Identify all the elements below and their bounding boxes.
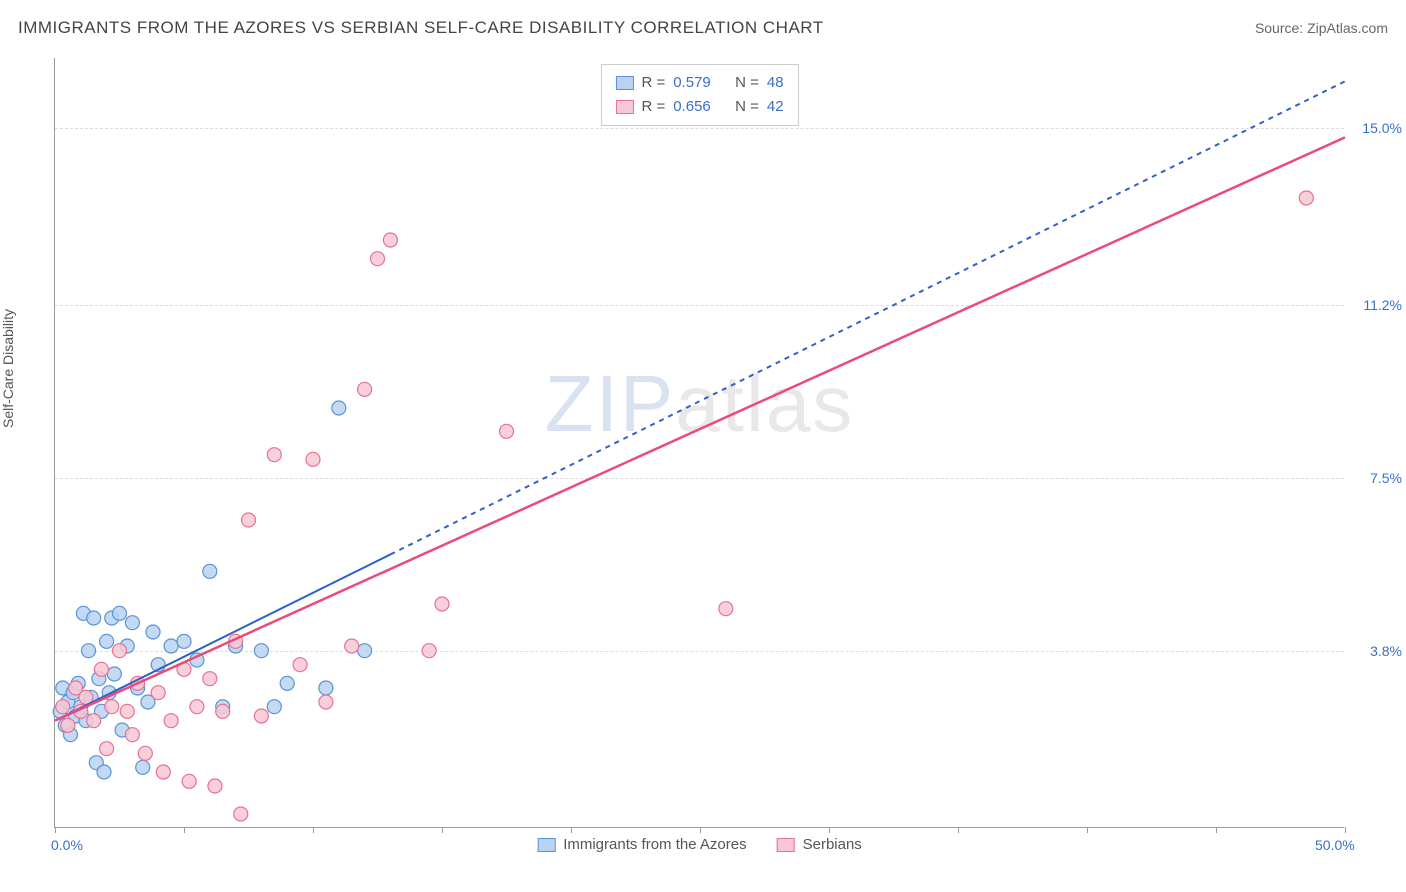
source-label: Source: ZipAtlas.com — [1255, 20, 1388, 36]
scatter-point-serbians — [267, 448, 281, 462]
scatter-point-serbians — [422, 644, 436, 658]
scatter-point-serbians — [56, 700, 70, 714]
scatter-point-serbians — [254, 709, 268, 723]
scatter-point-serbians — [87, 714, 101, 728]
x-tick — [571, 827, 572, 833]
scatter-point-serbians — [358, 382, 372, 396]
x-tick — [442, 827, 443, 833]
scatter-point-azores — [107, 667, 121, 681]
scatter-point-serbians — [242, 513, 256, 527]
scatter-point-serbians — [216, 704, 230, 718]
x-tick — [700, 827, 701, 833]
scatter-point-serbians — [319, 695, 333, 709]
scatter-point-serbians — [234, 807, 248, 821]
scatter-point-azores — [113, 606, 127, 620]
plot-svg — [55, 58, 1344, 827]
x-tick — [184, 827, 185, 833]
scatter-point-azores — [100, 634, 114, 648]
chart-plot-area: ZIPatlas R = 0.579 N = 48 R = 0.656 N = … — [54, 58, 1344, 828]
scatter-point-serbians — [203, 672, 217, 686]
scatter-point-serbians — [100, 742, 114, 756]
x-tick — [1087, 827, 1088, 833]
scatter-point-serbians — [719, 602, 733, 616]
scatter-point-serbians — [306, 452, 320, 466]
scatter-point-serbians — [120, 704, 134, 718]
legend-label-serbians: Serbians — [803, 836, 862, 853]
r-label: R = — [641, 71, 665, 95]
legend-stats-row-azores: R = 0.579 N = 48 — [615, 71, 783, 95]
y-tick-label: 3.8% — [1370, 643, 1402, 659]
scatter-point-azores — [203, 564, 217, 578]
r-value-serbians: 0.656 — [673, 95, 711, 119]
scatter-point-serbians — [345, 639, 359, 653]
legend-stats-row-serbians: R = 0.656 N = 42 — [615, 95, 783, 119]
scatter-point-azores — [177, 634, 191, 648]
x-tick — [313, 827, 314, 833]
scatter-point-serbians — [164, 714, 178, 728]
scatter-point-azores — [136, 760, 150, 774]
legend-item-azores: Immigrants from the Azores — [537, 836, 746, 853]
trend-line-ext-azores — [390, 81, 1345, 554]
scatter-point-serbians — [105, 700, 119, 714]
scatter-point-azores — [125, 616, 139, 630]
scatter-point-azores — [146, 625, 160, 639]
legend-stats-box: R = 0.579 N = 48 R = 0.656 N = 42 — [600, 64, 798, 126]
legend-label-azores: Immigrants from the Azores — [563, 836, 746, 853]
scatter-point-serbians — [1299, 191, 1313, 205]
x-tick — [1216, 827, 1217, 833]
scatter-point-serbians — [293, 658, 307, 672]
swatch-serbians — [777, 838, 795, 852]
y-tick-label: 15.0% — [1362, 120, 1402, 136]
scatter-point-azores — [358, 644, 372, 658]
scatter-point-serbians — [208, 779, 222, 793]
scatter-point-azores — [97, 765, 111, 779]
x-tick-label: 0.0% — [51, 837, 83, 853]
scatter-point-serbians — [156, 765, 170, 779]
scatter-point-serbians — [113, 644, 127, 658]
scatter-point-serbians — [500, 424, 514, 438]
swatch-azores — [537, 838, 555, 852]
scatter-point-serbians — [182, 774, 196, 788]
r-value-azores: 0.579 — [673, 71, 711, 95]
scatter-point-azores — [254, 644, 268, 658]
n-label: N = — [735, 71, 759, 95]
title-bar: IMMIGRANTS FROM THE AZORES VS SERBIAN SE… — [18, 18, 1388, 38]
scatter-point-azores — [87, 611, 101, 625]
swatch-serbians — [615, 100, 633, 114]
scatter-point-serbians — [125, 728, 139, 742]
scatter-point-azores — [164, 639, 178, 653]
scatter-point-serbians — [435, 597, 449, 611]
scatter-point-serbians — [383, 233, 397, 247]
trend-line-serbians — [55, 137, 1345, 720]
x-tick — [958, 827, 959, 833]
legend-bottom: Immigrants from the Azores Serbians — [537, 836, 862, 853]
x-tick — [55, 827, 56, 833]
scatter-point-azores — [332, 401, 346, 415]
n-value-azores: 48 — [767, 71, 784, 95]
scatter-point-azores — [267, 700, 281, 714]
scatter-point-serbians — [371, 252, 385, 266]
y-axis-label: Self-Care Disability — [0, 309, 16, 428]
legend-item-serbians: Serbians — [777, 836, 862, 853]
x-tick-label: 50.0% — [1315, 837, 1355, 853]
y-tick-label: 11.2% — [1363, 297, 1402, 313]
x-tick — [1345, 827, 1346, 833]
scatter-point-serbians — [151, 686, 165, 700]
r-label: R = — [641, 95, 665, 119]
scatter-point-azores — [82, 644, 96, 658]
scatter-point-serbians — [190, 700, 204, 714]
scatter-point-azores — [319, 681, 333, 695]
scatter-point-serbians — [94, 662, 108, 676]
swatch-azores — [615, 76, 633, 90]
x-tick — [829, 827, 830, 833]
scatter-point-serbians — [138, 746, 152, 760]
n-label: N = — [735, 95, 759, 119]
scatter-point-azores — [280, 676, 294, 690]
scatter-point-serbians — [61, 718, 75, 732]
n-value-serbians: 42 — [767, 95, 784, 119]
chart-title: IMMIGRANTS FROM THE AZORES VS SERBIAN SE… — [18, 18, 824, 38]
y-tick-label: 7.5% — [1370, 470, 1402, 486]
